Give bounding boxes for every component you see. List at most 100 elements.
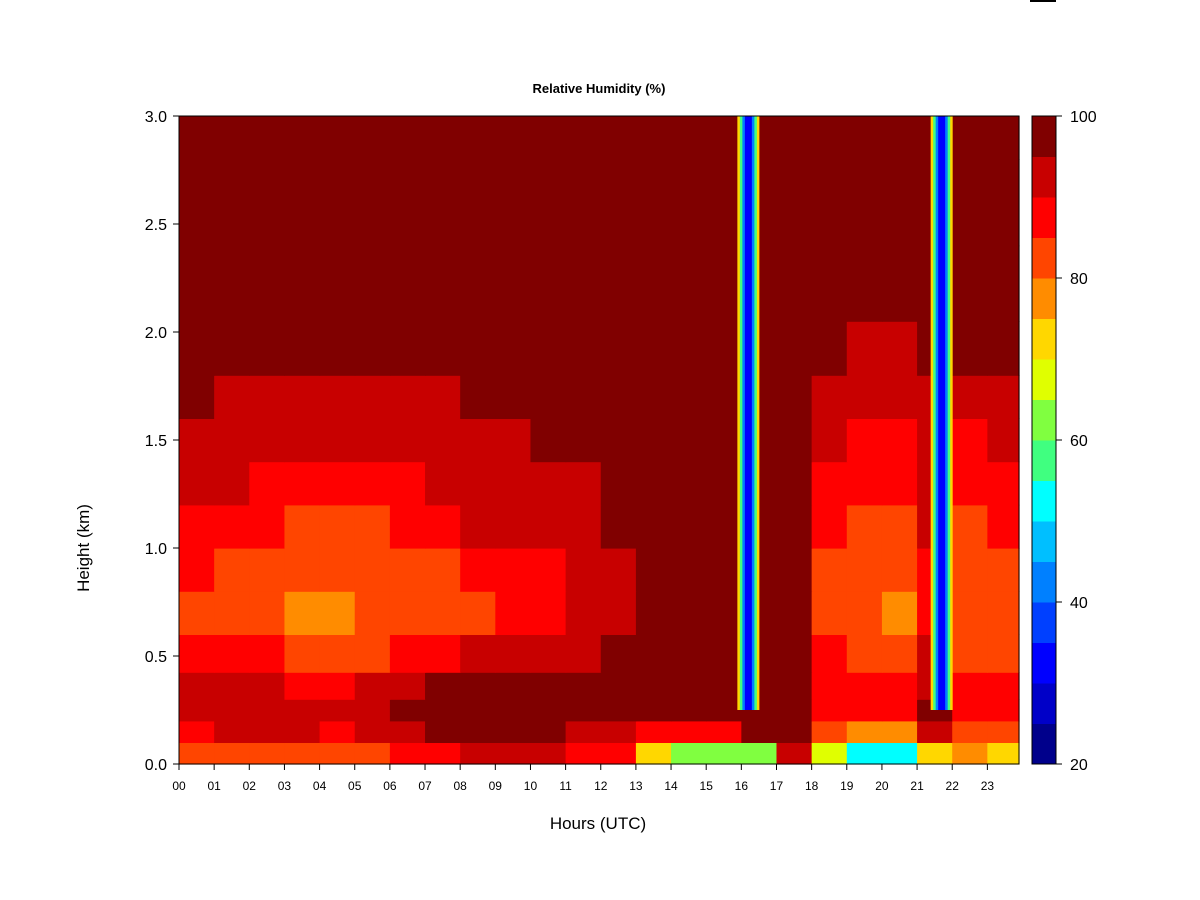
heat-cell [811,418,848,463]
heat-cell [354,634,391,673]
heat-cell [600,672,637,700]
heat-cell [425,720,461,743]
heat-cell [354,720,391,743]
heat-cell [565,321,602,376]
heat-cell [530,321,567,376]
heat-cell [776,461,813,506]
heat-cell [671,375,707,419]
heat-cell [846,634,883,673]
heat-cell [319,375,356,419]
y-axis-label: Height (km) [74,504,93,592]
heat-cell [881,321,918,376]
colorbar-swatch [1032,318,1056,360]
y-tick-label: 0.0 [145,757,167,774]
colorbar-swatch [1032,237,1056,279]
heat-cell [987,720,1020,743]
heat-cell [776,504,813,549]
heat-cell [811,245,848,322]
heat-cell [846,548,883,592]
heat-cell [495,116,532,160]
heat-cell [249,116,286,160]
heat-cell [600,634,637,673]
heat-cell [425,742,461,765]
heat-cell [425,504,461,549]
heatmap-cells [179,116,1020,765]
heat-cell [460,742,496,765]
heat-cell [319,418,356,463]
heat-cell [952,548,988,592]
heat-cell [319,742,356,765]
heat-cell [354,321,391,376]
heat-cell [354,159,391,247]
heat-cell [495,504,532,549]
heat-cell [776,245,813,322]
heat-cell [987,742,1020,765]
heat-cell [389,116,426,160]
heat-cell [565,548,602,592]
heat-cell [354,418,391,463]
heat-cell [495,699,532,722]
heat-cell [600,548,637,592]
heat-cell [460,418,496,463]
x-tick-label: 16 [735,779,749,793]
heat-cell [671,504,707,549]
heat-cell [460,591,496,635]
heat-cell [671,321,707,376]
heat-cell [600,418,637,463]
x-tick-label: 10 [524,779,538,793]
colorbar-swatch [1032,116,1056,157]
heat-cell [179,245,215,322]
heat-cell [179,159,215,247]
dry-bands [737,116,953,710]
heat-cell [319,116,356,160]
heat-cell [530,720,567,743]
heat-cell [881,591,918,635]
chart-title: Relative Humidity (%) [533,81,666,96]
heat-cell [389,159,426,247]
colorbar-swatch [1032,359,1056,400]
heat-cell [600,159,637,247]
x-tick-label: 07 [418,779,432,793]
colorbar-swatch [1032,480,1056,522]
heat-cell [600,591,637,635]
heat-cell [530,116,567,160]
heat-cell [284,245,321,322]
x-axis: 00 01 02 03 04 05 06 07 08 09 10 11 12 13 14 15 16 17 18 19… [172,764,994,793]
heat-cell [635,548,672,592]
colorbar: 20 40 60 80 100 [1031,109,1097,774]
heat-cell [389,634,426,673]
colorbar-tick-label: 80 [1070,271,1088,288]
x-tick-label: 04 [313,779,327,793]
heat-cell [881,245,918,322]
heat-cell [600,699,637,722]
heat-cell [179,548,215,592]
heat-cell [179,461,215,506]
colorbar-tick-label: 60 [1070,433,1088,450]
x-tick-label: 15 [700,779,714,793]
heat-cell [776,321,813,376]
heat-cell [565,461,602,506]
heat-cell [881,548,918,592]
heat-cell [249,375,286,419]
heat-cell [776,116,813,160]
corner-mark [1030,0,1056,2]
heat-cell [565,375,602,419]
heat-cell [495,159,532,247]
heat-cell [179,321,215,376]
heat-cell [706,634,742,673]
heat-cell [460,245,496,322]
heat-cell [600,321,637,376]
heat-cell [179,742,215,765]
heat-cell [671,742,707,765]
heat-cell [706,418,742,463]
heat-cell [249,548,286,592]
heat-cell [776,159,813,247]
heat-cell [249,720,286,743]
heat-cell [284,116,321,160]
heat-cell [460,321,496,376]
heat-cell [952,116,988,160]
heat-cell [495,634,532,673]
heat-cell [530,461,567,506]
heat-cell [706,461,742,506]
